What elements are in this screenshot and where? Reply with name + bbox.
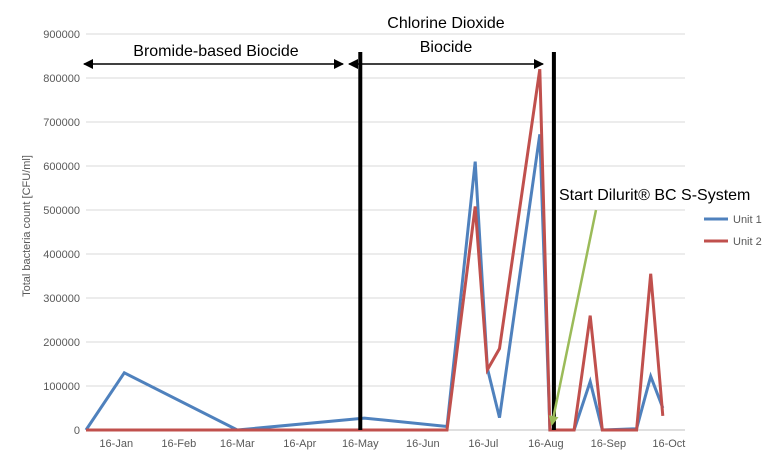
x-tick-label: 16-Apr [283,438,316,450]
y-tick-label: 100000 [43,381,80,393]
x-tick-label: 16-May [342,438,379,450]
phase-boundary-lines [358,52,556,430]
y-tick-label: 500000 [43,205,80,217]
phase2-label-line1: Chlorine Dioxide [387,15,504,32]
y-tick-label: 900000 [43,29,80,41]
y-tick-label: 700000 [43,117,80,129]
y-tick-label: 800000 [43,73,80,85]
start-system-label: Start Dilurit® BC S-System [559,187,750,204]
legend-label-unit-2: Unit 2 [733,236,762,248]
legend-item-unit-2: Unit 2 [704,236,762,248]
y-tick-label: 300000 [43,293,80,305]
legend-item-unit-1: Unit 1 [704,214,762,226]
x-tick-label: 16-Jan [99,438,133,450]
y-tick-label: 0 [74,425,80,437]
x-axis-tick-labels: 16-Jan 16-Feb 16-Mar 16-Apr 16-May 16-Jun 16-J… [99,438,685,450]
legend: Unit 1 Unit 2 [704,214,762,248]
series-lines [84,68,665,432]
x-tick-label: 16-Jun [406,438,440,450]
x-tick-label: 16-Feb [161,438,196,450]
y-axis-label: Total bacteria count [CFU/ml] [21,155,33,297]
y-tick-label: 600000 [43,161,80,173]
x-tick-label: 16-Mar [220,438,255,450]
phase2-label-line2: Biocide [420,39,473,56]
y-tick-label: 400000 [43,249,80,261]
y-axis-tick-labels: 0 100000 200000 300000 400000 500000 600000 700… [43,29,80,437]
phase1-label: Bromide-based Biocide [133,43,299,60]
gridlines [86,33,685,387]
y-tick-label: 200000 [43,337,80,349]
series-line-unit-2 [86,68,665,432]
x-tick-label: 16-Sep [591,438,626,450]
x-tick-label: 16-Jul [468,438,498,450]
start-system-arrow [548,209,598,426]
legend-label-unit-1: Unit 1 [733,214,762,226]
x-tick-label: 16-Oct [652,438,685,450]
x-tick-label: 16-Aug [528,438,563,450]
